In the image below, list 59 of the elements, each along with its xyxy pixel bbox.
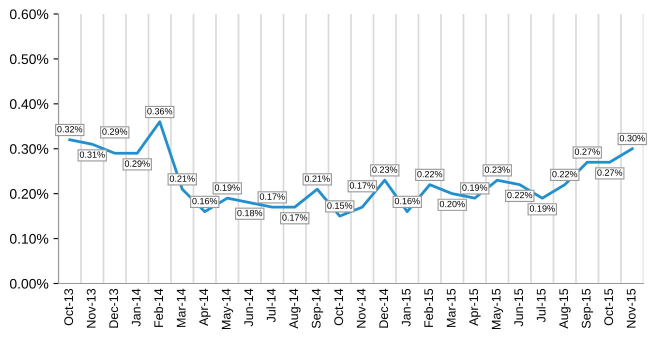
x-tick-label: Nov-13 xyxy=(86,288,96,328)
data-label: 0.29% xyxy=(124,160,150,167)
y-tick-label: 0.50% xyxy=(10,54,48,64)
data-label: 0.21% xyxy=(304,175,330,182)
data-label: 0.29% xyxy=(102,128,128,135)
x-tick-label: Jan-14 xyxy=(132,288,141,326)
x-tick-label: Jun-15 xyxy=(514,288,524,326)
x-tick-label: Nov-15 xyxy=(626,288,636,328)
data-label: 0.23% xyxy=(484,166,510,173)
x-tick-label: Apr-15 xyxy=(469,288,481,326)
x-tick-label: Oct-14 xyxy=(334,288,344,326)
x-tick-label: Aug-14 xyxy=(289,288,301,329)
x-tick-label: Jul-14 xyxy=(266,288,276,322)
x-tick-label: Feb-14 xyxy=(154,288,164,327)
y-tick-label: 0.00% xyxy=(10,278,48,289)
data-label: 0.30% xyxy=(620,135,645,142)
data-label: 0.19% xyxy=(462,184,488,191)
data-label: 0.27% xyxy=(597,169,622,176)
data-label: 0.36% xyxy=(147,108,172,114)
y-tick-label: 0.10% xyxy=(10,234,48,244)
data-label: 0.27% xyxy=(574,148,600,155)
x-tick-label: Dec-13 xyxy=(109,288,118,328)
data-label: 0.22% xyxy=(417,170,442,178)
x-tick-label: Oct-13 xyxy=(64,288,74,326)
data-label: 0.22% xyxy=(507,192,532,198)
data-label: 0.17% xyxy=(260,193,285,200)
y-tick-label: 0.60% xyxy=(10,9,48,20)
y-tick-label: 0.40% xyxy=(10,99,48,110)
x-tick-label: Sep-15 xyxy=(582,288,594,328)
x-tick-label: May-14 xyxy=(222,288,234,330)
data-label: 0.19% xyxy=(530,205,555,212)
x-tick-label: Jan-15 xyxy=(402,288,411,326)
data-label: 0.18% xyxy=(237,210,262,216)
data-label: 0.23% xyxy=(372,166,398,173)
x-tick-label: Mar-14 xyxy=(176,288,186,327)
y-tick-label: 0.20% xyxy=(10,189,48,199)
data-label: 0.21% xyxy=(170,175,195,182)
y-tick-label: 0.30% xyxy=(10,144,48,154)
x-tick-label: Feb-15 xyxy=(424,288,434,327)
x-tick-label: May-15 xyxy=(492,288,504,330)
data-label: 0.19% xyxy=(214,184,240,191)
x-tick-label: Oct-15 xyxy=(604,288,614,326)
data-label: 0.31% xyxy=(80,151,105,158)
x-tick-label: Dec-14 xyxy=(379,288,388,328)
data-label: 0.16% xyxy=(394,198,420,204)
x-tick-label: Jun-14 xyxy=(244,288,254,326)
data-label: 0.17% xyxy=(282,214,308,221)
x-tick-label: Mar-15 xyxy=(446,288,456,327)
data-label: 0.20% xyxy=(440,200,465,208)
x-tick-label: Sep-14 xyxy=(312,288,324,328)
data-label: 0.17% xyxy=(350,182,375,189)
data-label: 0.22% xyxy=(552,170,578,178)
data-label: 0.15% xyxy=(327,202,352,209)
data-label: 0.32% xyxy=(57,126,82,132)
data-label: 0.16% xyxy=(192,198,218,204)
x-tick-label: Jul-15 xyxy=(536,288,546,322)
x-tick-label: Aug-15 xyxy=(559,288,571,329)
x-tick-label: Nov-14 xyxy=(356,288,366,328)
x-tick-label: Apr-14 xyxy=(199,288,211,326)
